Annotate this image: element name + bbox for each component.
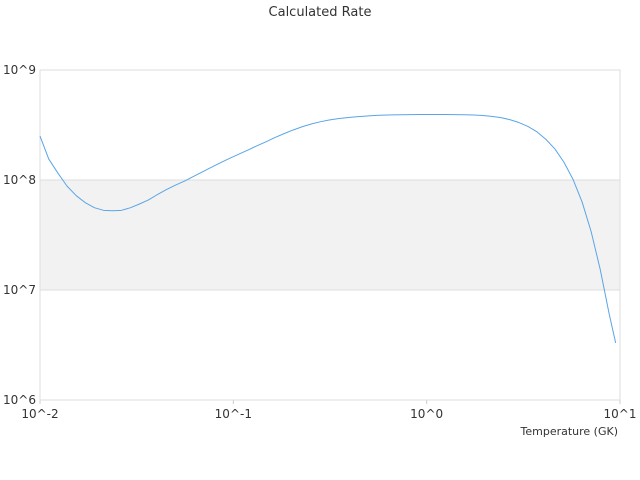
- plot-area: [39, 69, 621, 401]
- grid-band: [40, 180, 620, 290]
- y-tick-label: 10^7: [3, 283, 36, 297]
- y-tick-label: 10^6: [3, 393, 36, 407]
- x-tick-label: 10^1: [604, 407, 637, 421]
- series-layer: [39, 114, 617, 344]
- y-tick-label: 10^9: [3, 63, 36, 77]
- chart-title: Calculated Rate: [269, 5, 372, 20]
- x-tick-label: 10^0: [410, 407, 443, 421]
- x-tick-label: 10^-2: [21, 407, 58, 421]
- y-tick-labels: 10^6 10^7 10^8 10^9: [3, 63, 36, 407]
- x-tick-label: 10^-1: [215, 407, 252, 421]
- x-axis-label: Temperature (GK): [520, 425, 619, 438]
- x-tick-labels: 10^-2 10^-1 10^0 10^1: [21, 407, 636, 421]
- grid-bands: [40, 180, 620, 290]
- series-line: [39, 114, 617, 344]
- y-tick-label: 10^8: [3, 173, 36, 187]
